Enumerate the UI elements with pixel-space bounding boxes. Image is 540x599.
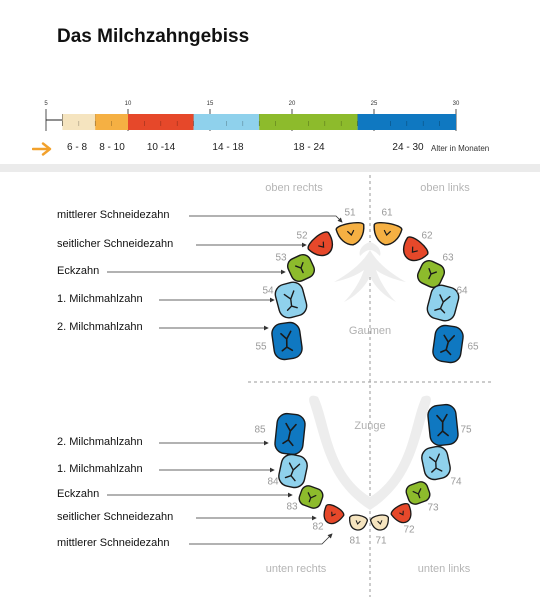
tooth-number-71: 71 [375, 535, 387, 547]
tooth-71 [369, 514, 389, 531]
age-timeline [45, 109, 457, 131]
range-label-18-24: 18 - 24 [293, 142, 325, 153]
label-upper-central-incisor: mittlerer Schneidezahn [57, 209, 170, 221]
tick-label-25: 25 [370, 101, 378, 107]
tooth-number-73: 73 [427, 502, 439, 514]
palate-icon [334, 242, 406, 302]
tooth-81 [349, 514, 369, 531]
tooth-number-74: 74 [450, 476, 462, 488]
range-label-14-18: 14 - 18 [212, 142, 244, 153]
tooth-63 [416, 259, 446, 289]
tooth-number-65: 65 [467, 341, 479, 353]
age-range-bar [62, 114, 96, 130]
tooth-number-72: 72 [403, 524, 415, 536]
quadrant-label-upper-left: oben links [420, 182, 470, 194]
age-unit-label: Alter in Monaten [431, 144, 490, 153]
tooth-number-61: 61 [381, 207, 393, 219]
tooth-62 [402, 236, 429, 262]
tooth-number-84: 84 [267, 476, 279, 488]
tooth-64 [426, 284, 460, 322]
age-range-bar [95, 114, 128, 130]
tooth-54 [274, 281, 308, 319]
label-upper-first-molar: 1. Milchmahlzahn [57, 293, 143, 305]
label-upper-canine: Eckzahn [57, 265, 100, 277]
leader-line-81 [189, 533, 333, 545]
tooth-55 [271, 321, 303, 361]
tooth-53 [286, 253, 316, 283]
tongue-label: Zunge [354, 420, 386, 432]
tooth-65 [432, 324, 464, 364]
tooth-number-75: 75 [460, 424, 472, 436]
palate-label: Gaumen [348, 325, 392, 337]
tick-label-20: 20 [288, 101, 296, 107]
tongue-icon [309, 395, 431, 510]
tick-label-15: 15 [206, 101, 214, 107]
quadrant-label-lower-left: unten links [417, 563, 471, 575]
tooth-83 [298, 485, 324, 509]
range-label-10-14: 10 -14 [146, 142, 176, 153]
tooth-number-81: 81 [349, 535, 361, 547]
page-title: Das Milchzahngebiss [57, 26, 250, 47]
range-label-6-8: 6 - 8 [66, 142, 88, 153]
label-upper-lateral-incisor: seitlicher Schneidezahn [57, 238, 174, 250]
tooth-number-64: 64 [456, 285, 468, 297]
age-range-bar [128, 114, 194, 130]
quadrant-label-lower-right: unten rechts [265, 563, 327, 575]
label-lower-canine: Eckzahn [57, 488, 100, 500]
timeline-panel [0, 0, 540, 164]
age-range-bar [193, 114, 260, 130]
dentition-diagram [107, 175, 492, 597]
quadrant-label-upper-right: oben rechts [265, 182, 323, 194]
tooth-51 [335, 221, 365, 246]
tooth-number-62: 62 [421, 230, 433, 242]
tooth-52 [307, 231, 334, 257]
leader-line-51 [189, 215, 343, 223]
tick-label-5: 5 [44, 101, 48, 107]
age-range-bar [357, 114, 456, 130]
tooth-number-63: 63 [442, 252, 454, 264]
label-lower-lateral-incisor: seitlicher Schneidezahn [57, 511, 174, 523]
tooth-74 [421, 445, 451, 481]
tooth-61 [373, 221, 403, 246]
tick-label-30: 30 [452, 101, 460, 107]
tooth-number-52: 52 [296, 230, 308, 242]
tooth-number-53: 53 [275, 252, 287, 264]
tooth-84 [278, 453, 308, 489]
tooth-75 [427, 403, 459, 447]
tooth-number-55: 55 [255, 341, 267, 353]
label-lower-first-molar: 1. Milchmahlzahn [57, 463, 143, 475]
tooth-72 [390, 503, 412, 524]
age-range-bar [259, 114, 358, 130]
tooth-number-83: 83 [286, 501, 298, 513]
tick-label-10: 10 [124, 101, 132, 107]
arrow-right-icon [32, 142, 52, 156]
label-upper-second-molar: 2. Milchmahlzahn [57, 321, 143, 333]
tooth-73 [405, 481, 431, 505]
label-lower-central-incisor: mittlerer Schneidezahn [57, 537, 170, 549]
range-label-8-10: 8 - 10 [99, 142, 125, 153]
tooth-number-51: 51 [344, 207, 356, 219]
tooth-number-54: 54 [262, 285, 274, 297]
tooth-85 [274, 412, 306, 456]
label-lower-second-molar: 2. Milchmahlzahn [57, 436, 143, 448]
diagram-panel [0, 172, 540, 599]
tooth-number-82: 82 [312, 521, 324, 533]
tooth-82 [323, 504, 345, 525]
range-label-24-30: 24 - 30 [392, 142, 424, 153]
tooth-number-85: 85 [254, 424, 266, 436]
